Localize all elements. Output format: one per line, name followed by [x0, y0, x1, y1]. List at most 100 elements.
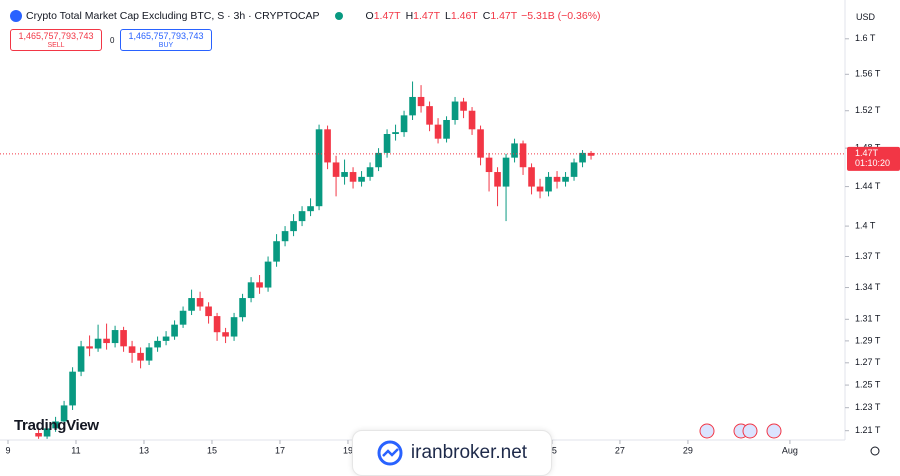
sell-price: 1,465,757,793,743	[18, 31, 94, 41]
y-tick-label: 1.31 T	[855, 314, 881, 324]
candle-body	[417, 96, 425, 107]
candle-body	[256, 282, 263, 288]
candle-body	[485, 157, 493, 173]
y-tick-label: 1.56 T	[855, 69, 881, 79]
y-tick-label: 1.27 T	[855, 357, 881, 367]
x-tick-label: 17	[275, 445, 285, 455]
symbol-icon	[10, 10, 22, 22]
candle-body	[332, 162, 340, 177]
x-tick-label: 9	[5, 445, 10, 455]
y-tick-label: 1.25 T	[855, 379, 881, 389]
candle-body	[579, 152, 586, 163]
y-tick-label: 1.34 T	[855, 282, 881, 292]
candle-body	[519, 143, 527, 168]
candle-body	[103, 338, 110, 344]
x-tick-label: 19	[343, 445, 353, 455]
sell-label: SELL	[47, 42, 65, 49]
candle-body	[213, 316, 221, 333]
watermark: iranbroker.net	[352, 430, 552, 476]
candle-body	[409, 96, 416, 116]
x-tick-label: Aug	[782, 445, 798, 455]
candle-body	[69, 371, 76, 406]
currency[interactable]: USD	[856, 12, 876, 22]
buy-button[interactable]: 1,465,757,793,743 BUY	[120, 29, 212, 51]
y-tick-label: 1.29 T	[855, 335, 881, 345]
last-price-label: 1.47T	[855, 148, 879, 158]
settings-icon[interactable]	[870, 446, 880, 456]
candle-body	[375, 152, 382, 168]
y-tick-label: 1.44 T	[855, 181, 881, 191]
candle-body	[383, 133, 391, 153]
candle-body	[324, 129, 331, 163]
candle-body	[188, 298, 195, 311]
candle-body	[460, 101, 467, 111]
status-dot	[334, 12, 343, 20]
candle-body	[77, 346, 85, 372]
candle-body	[341, 172, 348, 177]
candle-body	[315, 129, 323, 207]
sell-button[interactable]: 1,465,757,793,743 SELL	[10, 29, 102, 51]
candle-body	[494, 172, 501, 187]
candle-body	[545, 176, 552, 192]
ohlc-item: C1.47T	[483, 10, 517, 22]
candle-body	[426, 106, 433, 125]
candle-body	[528, 167, 535, 187]
ohlc-values: O1.47T H1.47T L1.46T C1.47T	[366, 10, 518, 22]
y-tick-label: 1.6 T	[855, 33, 876, 43]
candle-body	[154, 340, 161, 348]
candle-body	[239, 298, 246, 318]
candle-body	[366, 167, 374, 177]
ohlc-label: L	[445, 10, 451, 22]
x-tick-label: 29	[683, 445, 693, 455]
change: −5.31B (−0.36%)	[521, 10, 601, 22]
ohlc-value: 1.47T	[413, 10, 441, 22]
last-price-box	[847, 146, 900, 171]
candle-body	[536, 186, 544, 192]
candle-body	[451, 101, 459, 120]
candle-body	[60, 405, 68, 422]
buy-price: 1,465,757,793,743	[128, 31, 204, 41]
candle-body	[247, 282, 255, 299]
ohlc-item: L1.46T	[445, 10, 478, 22]
y-tick-label: 1.52 T	[855, 105, 881, 115]
candle-body	[162, 336, 170, 341]
candle-body	[392, 132, 399, 134]
candle-body	[562, 176, 569, 182]
x-tick-label: 13	[139, 445, 149, 455]
candle-body	[477, 129, 484, 158]
ohlc-item: H1.47T	[406, 10, 440, 22]
ohlc-label: H	[405, 10, 414, 22]
ohlc-value: 1.47T	[373, 10, 401, 22]
candle-body	[570, 162, 578, 177]
ohlc-item: O1.47T	[366, 10, 401, 22]
candle-body	[264, 261, 272, 288]
candle-body	[349, 172, 357, 182]
candle-body	[511, 143, 518, 158]
buy-label: BUY	[158, 42, 174, 49]
candle-body	[443, 119, 450, 139]
candle-body	[400, 115, 408, 133]
candle-body	[145, 347, 153, 361]
event-flags	[699, 423, 782, 439]
x-tick-label: 11	[71, 445, 80, 455]
candle-body	[35, 433, 42, 437]
watermark-icon	[377, 440, 403, 466]
logo: TradingView	[14, 417, 99, 434]
candle-body	[290, 221, 297, 232]
candle-body	[468, 110, 476, 130]
ohlc-value: 1.47T	[490, 10, 518, 22]
ohlc-value: 1.46T	[450, 10, 478, 22]
symbol-title[interactable]: Crypto Total Market Cap Excluding BTC, S…	[26, 10, 320, 22]
candle-body	[553, 176, 561, 182]
candle-body	[137, 352, 144, 361]
y-tick-label: 1.21 T	[855, 425, 881, 435]
y-tick-label: 1.4 T	[855, 220, 876, 230]
x-tick-label: 15	[207, 445, 217, 455]
candle-body	[222, 332, 229, 337]
watermark-text: iranbroker.net	[410, 442, 528, 463]
countdown: 01:10:20	[855, 158, 890, 168]
candle-body	[43, 428, 51, 437]
candle-body	[111, 330, 119, 344]
